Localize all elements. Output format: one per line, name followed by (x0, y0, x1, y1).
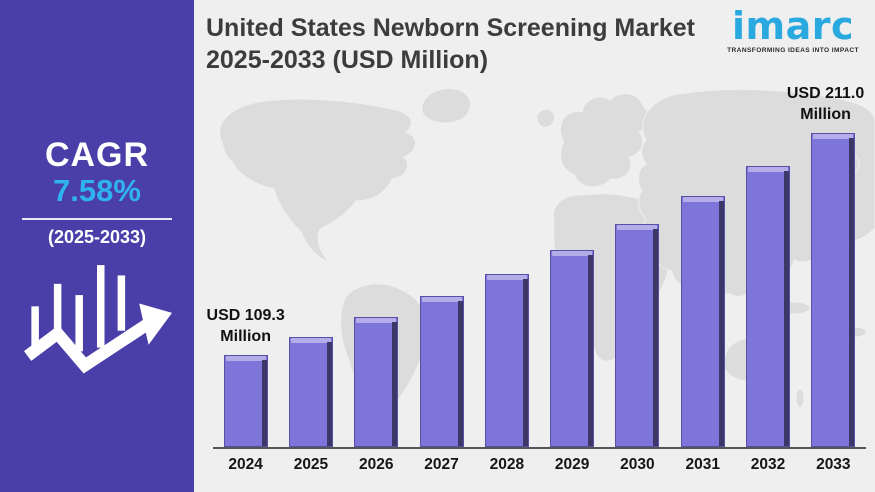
chart-column-2026: 2026 (344, 90, 409, 473)
bar-2032 (746, 166, 791, 447)
x-axis-label-2026: 2026 (358, 456, 394, 473)
bar-2030 (615, 224, 660, 447)
imarc-logo-tagline: TRANSFORMING IDEAS INTO IMPACT (727, 47, 859, 54)
cagr-sidebar: CAGR 7.58% (2025-2033) (0, 0, 194, 492)
bar-2028 (484, 274, 529, 447)
chart-column-2032: 2032 (735, 90, 800, 473)
x-axis-label-2027: 2027 (424, 456, 459, 473)
chart-column-2024: USD 109.3 Million 2024 (207, 90, 285, 473)
bar-chart: USD 109.3 Million 2024 2025 2026 2027 2028 2029… (207, 85, 866, 473)
x-axis-label-2025: 2025 (293, 456, 329, 473)
chart-column-2033: USD 211.0 Million 2033 (787, 85, 866, 473)
bar-2033 (811, 133, 856, 447)
cagr-block: CAGR 7.58% (2025-2033) (0, 138, 194, 248)
x-axis-label-2031: 2031 (685, 456, 720, 473)
bar-2024 (223, 355, 268, 447)
chart-column-2030: 2030 (605, 90, 670, 473)
chart-panel: United States Newborn Screening Market 2… (194, 0, 875, 492)
x-axis-label-2028: 2028 (489, 456, 525, 473)
cagr-label: CAGR (44, 136, 150, 174)
chart-column-2025: 2025 (278, 90, 343, 473)
cagr-period: (2025-2033) (47, 226, 147, 247)
page-title-line1: United States Newborn Screening Market (206, 14, 696, 42)
cagr-divider (22, 217, 172, 220)
bar-2026 (354, 317, 399, 447)
bar-2031 (680, 196, 725, 447)
x-axis-label-2030: 2030 (620, 456, 655, 473)
cagr-value: 7.58% (53, 173, 141, 208)
page-title: United States Newborn Screening Market 2… (206, 13, 766, 76)
chart-column-2028: 2028 (474, 90, 539, 473)
bar-2029 (550, 250, 595, 447)
imarc-logo-wordmark: imarc (732, 4, 855, 48)
chart-column-2031: 2031 (670, 90, 735, 473)
growth-bars-arrow-icon (23, 264, 172, 373)
chart-column-2029: 2029 (539, 90, 604, 473)
x-axis-label-2029: 2029 (554, 456, 590, 473)
bar-2027 (419, 296, 464, 447)
x-axis-label-2032: 2032 (750, 456, 786, 473)
page-title-line2: 2025-2033 (USD Million) (206, 45, 489, 74)
bar-2025 (288, 337, 333, 447)
chart-column-2027: 2027 (409, 90, 474, 473)
value-label-2024: USD 109.3 Million (206, 307, 285, 346)
value-label-2033: USD 211.0 Million (786, 85, 865, 124)
x-axis-label-2024: 2024 (228, 456, 263, 473)
x-axis-label-2033: 2033 (816, 456, 851, 473)
imarc-logo: imarc TRANSFORMING IDEAS INTO IMPACT (727, 7, 859, 54)
